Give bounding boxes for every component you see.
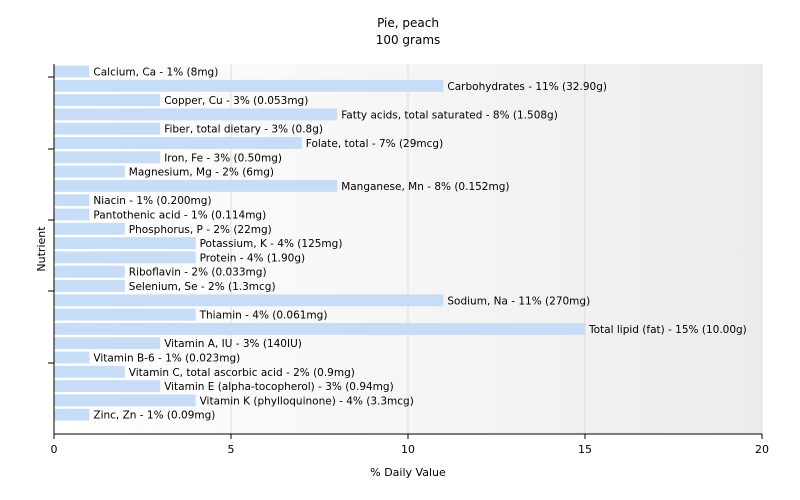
bar — [54, 294, 444, 307]
x-tick-label: 20 — [755, 443, 769, 456]
bar-label: Fiber, total dietary - 3% (0.8g) — [164, 124, 323, 136]
chart-subtitle: 100 grams — [376, 33, 441, 47]
bar-label: Calcium, Ca - 1% (8mg) — [93, 67, 218, 79]
bar — [54, 337, 161, 350]
bar — [54, 408, 90, 421]
y-axis-label: Nutrient — [35, 226, 48, 272]
bar — [54, 137, 302, 149]
bar — [54, 65, 90, 78]
bar — [54, 380, 161, 393]
bar — [54, 165, 125, 178]
bar-label: Vitamin K (phylloquinone) - 4% (3.3mcg) — [200, 395, 414, 407]
bar — [54, 365, 125, 378]
bar-label: Manganese, Mn - 8% (0.152mg) — [341, 181, 509, 193]
bar — [54, 179, 338, 192]
bar-label: Pantothenic acid - 1% (0.114mg) — [93, 210, 266, 222]
bar-label: Fatty acids, total saturated - 8% (1.508… — [341, 109, 558, 121]
bar — [54, 122, 161, 135]
bar-label: Carbohydrates - 11% (32.90g) — [447, 81, 607, 93]
bar-label: Potassium, K - 4% (125mg) — [200, 238, 343, 250]
bar — [54, 94, 161, 107]
bar-label: Vitamin A, IU - 3% (140IU) — [164, 338, 302, 350]
bar-label: Protein - 4% (1.90g) — [200, 252, 306, 264]
bar-label: Riboflavin - 2% (0.033mg) — [129, 267, 267, 279]
bar-label: Folate, total - 7% (29mcg) — [306, 138, 443, 150]
gridlines — [230, 64, 763, 434]
bar — [54, 237, 196, 250]
bars: Calcium, Ca - 1% (8mg) Carbohydrates - 11… — [54, 65, 747, 422]
bar-label: Vitamin C, total ascorbic acid - 2% (0.9… — [129, 367, 355, 379]
x-axis-label: % Daily Value — [370, 466, 446, 479]
bar — [54, 194, 90, 207]
bar-label: Copper, Cu - 3% (0.053mg) — [164, 95, 308, 107]
bar — [54, 251, 196, 264]
x-tick-label: 10 — [401, 443, 415, 456]
axes: 0 5 10 15 20 — [48, 64, 769, 456]
bar-label: Magnesium, Mg - 2% (6mg) — [129, 167, 274, 179]
x-tick-label: 15 — [578, 443, 592, 456]
bar-label: Niacin - 1% (0.200mg) — [93, 195, 211, 207]
bar — [54, 394, 196, 407]
bar-label: Vitamin E (alpha-tocopherol) - 3% (0.94m… — [164, 381, 394, 393]
bar — [54, 208, 90, 221]
bar-label: Thiamin - 4% (0.061mg) — [199, 310, 328, 322]
bar — [54, 108, 338, 121]
bar — [54, 222, 125, 235]
bar — [54, 351, 90, 364]
x-tick-label: 0 — [51, 443, 58, 456]
bar-label: Selenium, Se - 2% (1.3mcg) — [129, 281, 276, 293]
bar-label: Total lipid (fat) - 15% (10.00g) — [588, 324, 747, 336]
bar-label: Zinc, Zn - 1% (0.09mg) — [93, 410, 215, 422]
bar-label: Vitamin B-6 - 1% (0.023mg) — [93, 353, 240, 365]
bar — [54, 79, 444, 92]
bar-label: Phosphorus, P - 2% (22mg) — [129, 224, 272, 236]
bar — [54, 265, 125, 278]
bar — [54, 322, 585, 335]
bar-label: Iron, Fe - 3% (0.50mg) — [164, 152, 282, 164]
bar — [54, 280, 125, 292]
x-tick-label: 5 — [228, 443, 235, 456]
chart-title: Pie, peach — [377, 16, 439, 30]
bar — [54, 308, 196, 321]
bar — [54, 151, 161, 164]
bar-label: Sodium, Na - 11% (270mg) — [447, 295, 590, 307]
